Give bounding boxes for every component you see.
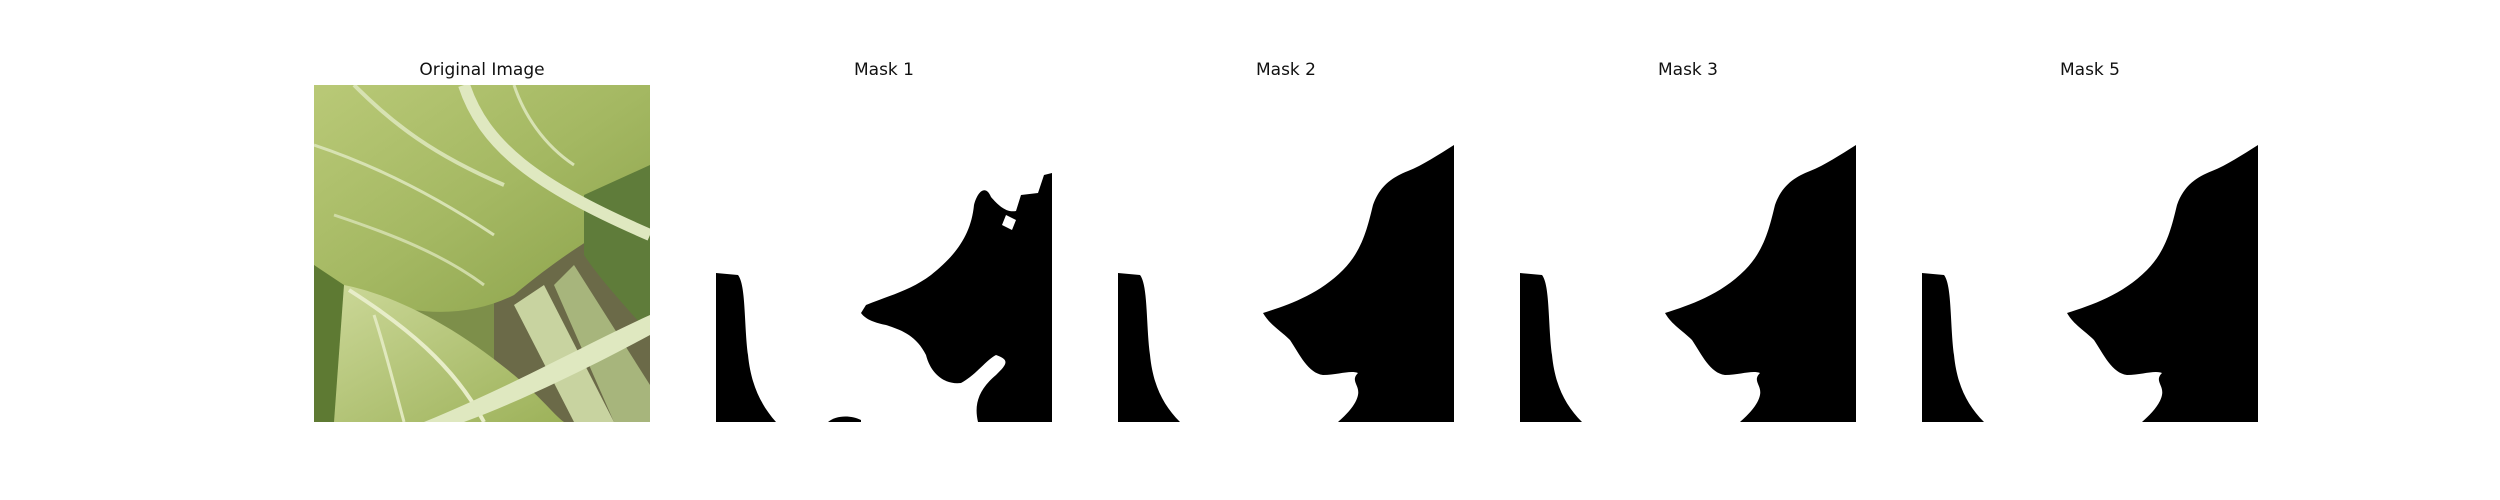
panel-title-original-image: Original Image: [419, 60, 545, 80]
panel-title-mask-1: Mask 1: [853, 60, 914, 80]
mask-1: [716, 85, 1052, 422]
mask-2-shape: [1118, 85, 1454, 422]
mask-3-shape: [1520, 85, 1856, 422]
leaf-photo: [314, 85, 650, 422]
mask-1-shape: [716, 85, 1052, 422]
original-image: [314, 85, 650, 422]
mask-5: [1922, 85, 2258, 422]
mask-3: [1520, 85, 1856, 422]
panel-title-mask-3: Mask 3: [1657, 60, 1718, 80]
mask-5-shape: [1922, 85, 2258, 422]
panel-title-mask-2: Mask 2: [1255, 60, 1316, 80]
panel-title-mask-5: Mask 5: [2059, 60, 2120, 80]
mask-2: [1118, 85, 1454, 422]
